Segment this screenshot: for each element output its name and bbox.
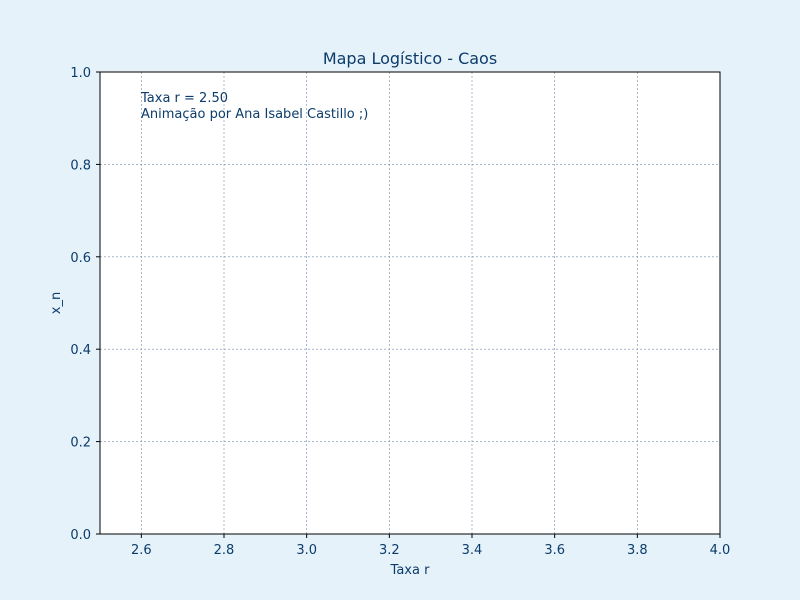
- y-tick-label: 0.0: [70, 528, 91, 543]
- y-tick-label: 0.6: [70, 251, 91, 266]
- chart-title: Mapa Logístico - Caos: [323, 49, 497, 68]
- x-tick-label: 2.6: [131, 543, 152, 558]
- x-axis-label: Taxa r: [390, 563, 431, 578]
- x-tick-label: 3.0: [296, 543, 317, 558]
- plot-area: [100, 72, 720, 534]
- y-tick-label: 0.4: [70, 343, 91, 358]
- x-tick-label: 2.8: [214, 543, 235, 558]
- y-tick-label: 1.0: [70, 66, 91, 81]
- y-axis-label: x_n: [49, 292, 64, 314]
- x-tick-label: 3.8: [627, 543, 648, 558]
- x-tick-label: 4.0: [710, 543, 731, 558]
- plot-frame: [99, 71, 721, 535]
- rate-annotation: Taxa r = 2.50: [140, 91, 228, 106]
- x-tick-label: 3.4: [462, 543, 483, 558]
- y-axis-ticks: 0.0 0.2 0.4 0.6 0.8 1.0: [70, 66, 100, 543]
- credit-annotation: Animação por Ana Isabel Castillo ;): [141, 107, 368, 122]
- x-tick-label: 3.6: [544, 543, 565, 558]
- x-tick-label: 3.2: [379, 543, 400, 558]
- x-axis-ticks: 2.6 2.8 3.0 3.2 3.4 3.6 3.8 4.0: [131, 534, 730, 558]
- grid-lines: [100, 72, 720, 534]
- y-tick-label: 0.8: [70, 158, 91, 173]
- y-tick-label: 0.2: [70, 436, 91, 451]
